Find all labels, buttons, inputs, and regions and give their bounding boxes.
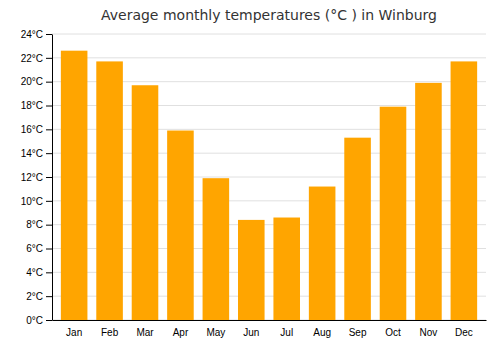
y-tick: 0°C xyxy=(26,315,52,326)
y-tick-label: 14°C xyxy=(21,148,43,159)
x-tick-label: Feb xyxy=(101,327,119,338)
grid-line xyxy=(52,34,486,35)
plot: 0°C 2°C 4°C 6°C 8°C 10°C 12°C 14°C 16°C 18°C 20°C 2… xyxy=(21,29,487,338)
x-axis: Jan Feb Mar Apr May Jun Jul Aug Sep Oct Nov Dec xyxy=(53,321,487,339)
y-tick-label: 8°C xyxy=(26,219,43,230)
y-tick: 16°C xyxy=(21,124,52,135)
x-tick-label: Aug xyxy=(313,327,331,338)
y-tick-label: 24°C xyxy=(21,29,43,40)
y-tick-mark xyxy=(46,249,52,250)
y-tick: 8°C xyxy=(26,219,52,230)
y-tick: 4°C xyxy=(26,267,52,278)
x-axis-line xyxy=(53,320,487,321)
x-tick: May xyxy=(206,327,225,338)
y-tick-mark xyxy=(46,129,52,130)
bar xyxy=(96,61,123,320)
y-tick: 24°C xyxy=(21,29,52,40)
y-tick-mark xyxy=(46,225,52,226)
y-tick-mark xyxy=(46,296,52,297)
y-tick-mark xyxy=(46,272,52,273)
x-tick: Oct xyxy=(385,327,401,338)
bar xyxy=(273,218,300,320)
y-tick-label: 6°C xyxy=(26,243,43,254)
y-tick-mark xyxy=(46,58,52,59)
y-tick-label: 12°C xyxy=(21,172,43,183)
y-tick-mark xyxy=(46,201,52,202)
y-axis-line xyxy=(52,35,53,321)
marks xyxy=(61,51,477,320)
y-tick: 6°C xyxy=(26,243,52,254)
x-tick: Dec xyxy=(455,327,473,338)
title: Average monthly temperatures (°C ) in Wi… xyxy=(101,7,437,23)
bar xyxy=(344,138,371,320)
y-tick-label: 10°C xyxy=(21,196,43,207)
chart: Average monthly temperatures (°C ) in Wi… xyxy=(0,0,500,350)
y-tick: 14°C xyxy=(21,148,52,159)
y-tick-mark xyxy=(46,82,52,83)
bar xyxy=(61,51,88,320)
x-tick: Jun xyxy=(243,327,259,338)
y-tick-mark xyxy=(46,320,52,321)
y-tick-label: 4°C xyxy=(26,267,43,278)
y-tick: 12°C xyxy=(21,172,52,183)
y-tick-label: 22°C xyxy=(21,53,43,64)
y-tick-mark xyxy=(46,106,52,107)
bar xyxy=(238,220,265,320)
bar xyxy=(167,131,194,320)
bar xyxy=(380,107,407,320)
bar xyxy=(132,85,159,320)
bar xyxy=(451,61,478,320)
bar xyxy=(203,178,230,320)
bar xyxy=(415,83,442,320)
y-tick: 20°C xyxy=(21,76,52,87)
y-tick-label: 18°C xyxy=(21,100,43,111)
y-tick-mark xyxy=(46,34,52,35)
x-tick-label: Jun xyxy=(243,327,259,338)
x-tick-label: Jul xyxy=(280,327,293,338)
x-tick: Feb xyxy=(101,327,119,338)
x-tick-label: Nov xyxy=(420,327,438,338)
grid-line xyxy=(52,57,486,58)
x-tick-label: Mar xyxy=(136,327,154,338)
x-tick: Nov xyxy=(420,327,438,338)
y-tick-mark xyxy=(46,177,52,178)
y-tick: 2°C xyxy=(26,291,52,302)
x-tick: Mar xyxy=(136,327,154,338)
x-tick: Aug xyxy=(313,327,331,338)
x-tick-label: Apr xyxy=(173,327,189,338)
bar xyxy=(309,187,336,320)
x-tick-label: Jan xyxy=(66,327,82,338)
x-tick: Sep xyxy=(349,327,367,338)
y-tick-label: 16°C xyxy=(21,124,43,135)
x-tick: Jul xyxy=(280,327,293,338)
y-tick-label: 20°C xyxy=(21,76,43,87)
y-tick: 10°C xyxy=(21,196,52,207)
y-tick: 18°C xyxy=(21,100,52,111)
grid xyxy=(52,34,486,320)
x-tick-label: Dec xyxy=(455,327,473,338)
x-tick-label: Oct xyxy=(385,327,401,338)
y-tick: 22°C xyxy=(21,53,52,64)
y-axis: 0°C 2°C 4°C 6°C 8°C 10°C 12°C 14°C 16°C 18°C 20°C 2… xyxy=(21,29,53,326)
y-tick-mark xyxy=(46,153,52,154)
y-tick-label: 2°C xyxy=(26,291,43,302)
x-tick-label: Sep xyxy=(349,327,367,338)
x-tick: Apr xyxy=(173,327,189,338)
y-tick-label: 0°C xyxy=(26,315,43,326)
x-tick-label: May xyxy=(206,327,225,338)
x-tick: Jan xyxy=(66,327,82,338)
